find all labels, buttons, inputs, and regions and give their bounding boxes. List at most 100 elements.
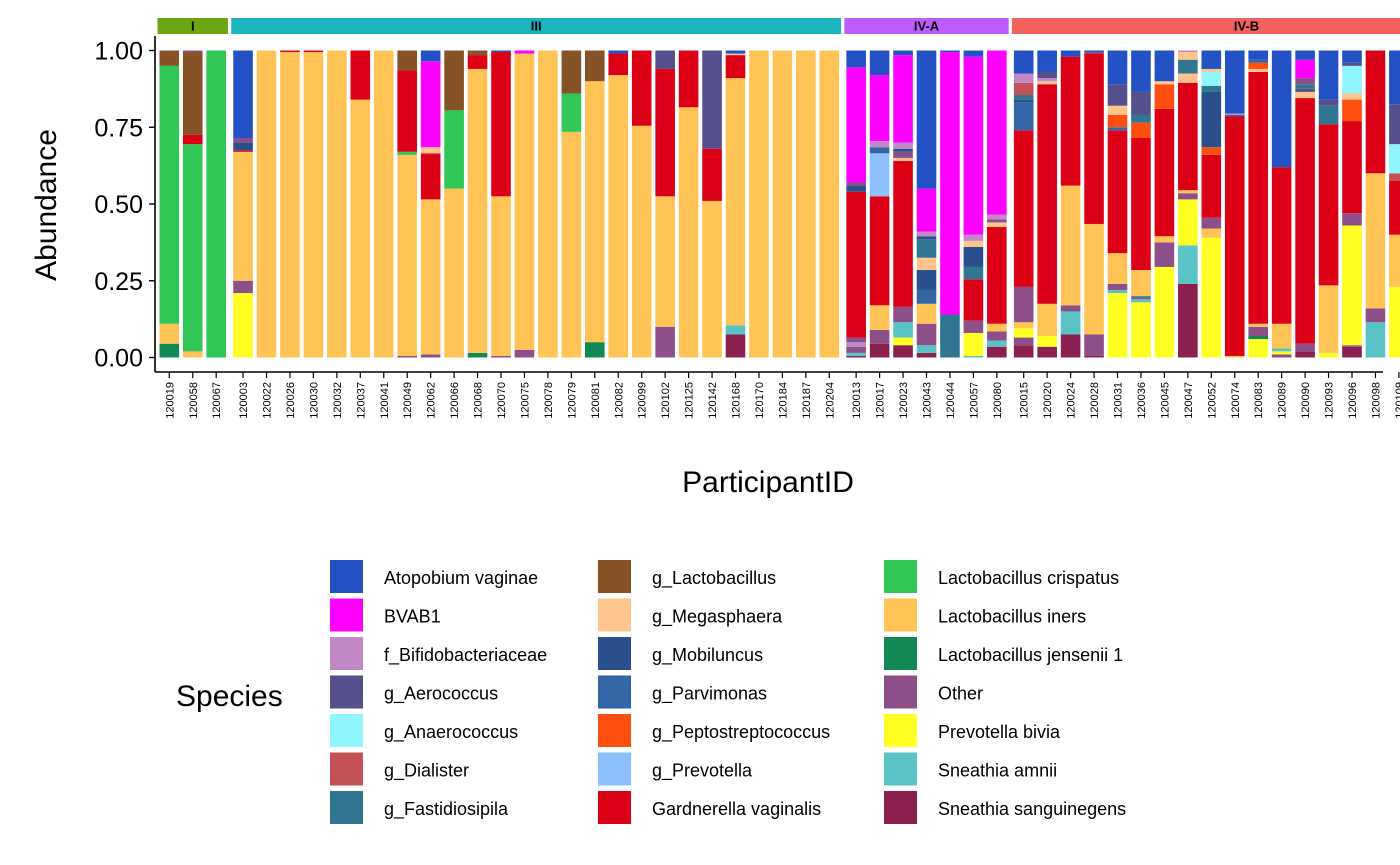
bar-segment <box>893 306 913 323</box>
bar-segment <box>373 50 394 358</box>
bar-segment <box>1342 213 1362 226</box>
bar-segment <box>1013 328 1034 338</box>
bar-segment <box>987 331 1007 341</box>
bar-segment <box>893 151 913 158</box>
bar-segment <box>916 345 937 353</box>
bar-segment <box>1084 53 1104 224</box>
legend-swatch <box>330 675 363 709</box>
bar-segment <box>327 50 347 358</box>
bar-segment <box>1201 228 1222 238</box>
bar-segment <box>1248 68 1268 72</box>
bar-segment <box>702 200 722 358</box>
legend-swatch <box>884 714 917 747</box>
bar-120015 <box>1013 50 1034 358</box>
bar-segment <box>1154 266 1175 358</box>
legend-label: Sneathia sanguinegens <box>938 799 1126 819</box>
bar-segment <box>467 68 488 353</box>
x-tick-label: 120062 <box>426 382 438 419</box>
bar-segment <box>1248 62 1268 69</box>
bar-segment <box>608 50 629 54</box>
legend-label: g_Parvimonas <box>652 684 767 705</box>
bar-segment <box>1107 127 1128 131</box>
bar-120093 <box>1318 50 1339 358</box>
bar-segment <box>1037 71 1057 79</box>
bar-segment <box>233 293 253 358</box>
legend-item: Gardnerella vaginalis <box>598 791 821 824</box>
x-tick-label: 120079 <box>566 382 578 419</box>
legend-item: g_Peptostreptococcus <box>598 714 830 747</box>
bar-segment <box>655 68 675 197</box>
bar-segment <box>1060 334 1081 358</box>
bar-segment <box>940 314 960 358</box>
bar-segment <box>940 52 960 315</box>
bar-segment <box>1389 173 1400 181</box>
bar-segment <box>256 50 277 358</box>
bar-segment <box>1037 346 1057 358</box>
bar-120090 <box>1295 50 1315 358</box>
bar-120083 <box>1248 50 1268 358</box>
bar-segment <box>514 53 535 350</box>
bar-segment <box>159 343 180 358</box>
bar-segment <box>916 323 937 346</box>
bar-segment <box>1342 65 1362 94</box>
bar-segment <box>631 50 652 126</box>
bar-segment <box>182 50 203 53</box>
bar-120020 <box>1037 50 1057 358</box>
bar-segment <box>725 334 746 358</box>
bar-segment <box>869 329 890 344</box>
bars-layer <box>159 50 1400 358</box>
bar-segment <box>1365 322 1386 358</box>
bar-segment <box>1107 50 1128 85</box>
legend-item: g_Parvimonas <box>598 675 767 709</box>
bar-segment <box>1013 130 1034 287</box>
y-tick-label: 0.50 <box>94 191 143 219</box>
legend-swatch <box>884 752 917 786</box>
bar-segment <box>491 196 511 356</box>
bar-segment <box>561 93 582 132</box>
bar-segment <box>916 239 937 258</box>
bar-120052 <box>1201 50 1222 358</box>
bar-120184 <box>772 50 793 358</box>
bar-segment <box>397 151 417 155</box>
bar-segment <box>1248 336 1268 340</box>
bar-segment <box>561 131 582 358</box>
legend-items: Atopobium vaginae BVAB1 f_Bifidobacteriace… <box>330 560 1126 824</box>
bar-segment <box>869 343 890 358</box>
bar-segment <box>1154 236 1175 243</box>
bar-segment <box>420 153 441 200</box>
bar-segment <box>1178 245 1198 284</box>
legend-item: g_Prevotella <box>598 752 753 786</box>
strip-III <box>231 18 842 34</box>
bar-120013 <box>846 50 866 358</box>
bar-segment <box>420 199 441 355</box>
x-tick-label: 120125 <box>684 382 696 419</box>
bar-segment <box>963 320 984 333</box>
legend-item: g_Anaerococcus <box>330 714 518 747</box>
bar-120003 <box>233 50 253 358</box>
x-tick-label: 120184 <box>777 382 789 419</box>
x-ticks: 120019 120058 120067 120003 120022 120026 1200… <box>164 372 1400 419</box>
x-tick-label: 120102 <box>660 382 672 419</box>
x-tick-label: 120098 <box>1370 382 1382 419</box>
bar-segment <box>1389 144 1400 174</box>
bar-segment <box>772 50 793 358</box>
x-tick-label: 120170 <box>754 382 766 419</box>
strip-IV-A <box>844 18 1009 34</box>
bar-segment <box>963 355 984 358</box>
bar-segment <box>280 52 300 358</box>
bar-segment <box>1178 193 1198 200</box>
legend-swatch <box>884 675 917 709</box>
bar-120125 <box>678 50 699 358</box>
bar-segment <box>725 50 746 54</box>
bar-segment <box>1107 130 1128 254</box>
legend-label: f_Bifidobacteriaceae <box>384 645 547 666</box>
bar-segment <box>1295 84 1315 89</box>
bar-segment <box>1060 50 1081 57</box>
x-tick-label: 120022 <box>262 382 274 419</box>
bar-segment <box>1365 173 1386 309</box>
bar-segment <box>233 151 253 281</box>
bar-segment <box>233 142 253 151</box>
bar-120057 <box>963 50 984 358</box>
legend-swatch <box>598 675 631 709</box>
legend-item: Other <box>884 675 983 709</box>
